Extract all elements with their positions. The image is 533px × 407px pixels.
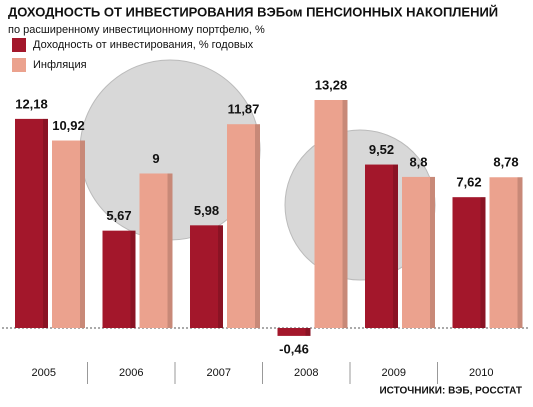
- bar-shade: [305, 328, 311, 336]
- bar: [227, 124, 260, 329]
- legend-label: Инфляция: [33, 59, 87, 71]
- value-label: 7,62: [456, 175, 481, 190]
- value-label: 13,28: [315, 77, 348, 92]
- source: ИСТОЧНИКИ: ВЭБ, РОССТАТ: [379, 386, 522, 397]
- x-tick-label: 2009: [382, 367, 406, 379]
- bar-shade: [517, 177, 523, 328]
- value-label: 12,18: [15, 96, 48, 111]
- bar: [52, 140, 85, 328]
- bar: [402, 176, 435, 328]
- x-tick-label: 2008: [294, 367, 318, 379]
- bar-shade: [255, 124, 260, 329]
- bar: [277, 328, 311, 336]
- x-tick-label: 2006: [119, 367, 143, 379]
- value-label: 10,92: [52, 118, 85, 133]
- value-label: 5,98: [194, 203, 219, 218]
- bar: [102, 230, 136, 328]
- value-label: 8,78: [493, 155, 518, 170]
- value-label: 11,87: [228, 102, 260, 117]
- legend-swatch: [12, 58, 26, 72]
- value-label: 9: [152, 151, 159, 166]
- x-tick-label: 2005: [32, 367, 56, 379]
- bar-shade: [393, 164, 398, 328]
- x-tick-label: 2010: [469, 367, 493, 379]
- bar: [15, 118, 48, 328]
- value-label: 5,67: [106, 208, 131, 223]
- bar-shade: [43, 118, 48, 328]
- value-label: 8,8: [409, 154, 427, 169]
- bar-shade: [480, 197, 486, 328]
- value-label: 9,52: [369, 142, 394, 157]
- bar: [139, 173, 173, 328]
- bar-shade: [80, 140, 85, 328]
- bar: [314, 100, 348, 328]
- bar-shade: [167, 173, 173, 328]
- chart-title: ДОХОДНОСТЬ ОТ ИНВЕСТИРОВАНИЯ ВЭБом ПЕНСИ…: [8, 4, 498, 19]
- bar-shade: [342, 100, 348, 328]
- chart-subtitle: по расширенному инвестиционному портфелю…: [8, 24, 265, 36]
- legend-swatch: [12, 38, 26, 52]
- bar: [489, 177, 523, 328]
- bar-shade: [430, 176, 435, 328]
- x-tick-label: 2007: [207, 367, 231, 379]
- legend-label: Доходность от инвестирования, % годовых: [33, 39, 254, 51]
- bar-shade: [218, 225, 223, 328]
- bar: [190, 225, 223, 328]
- value-label: -0,46: [279, 341, 309, 356]
- bar: [452, 197, 486, 328]
- bar: [365, 164, 398, 328]
- bar-shade: [130, 230, 136, 328]
